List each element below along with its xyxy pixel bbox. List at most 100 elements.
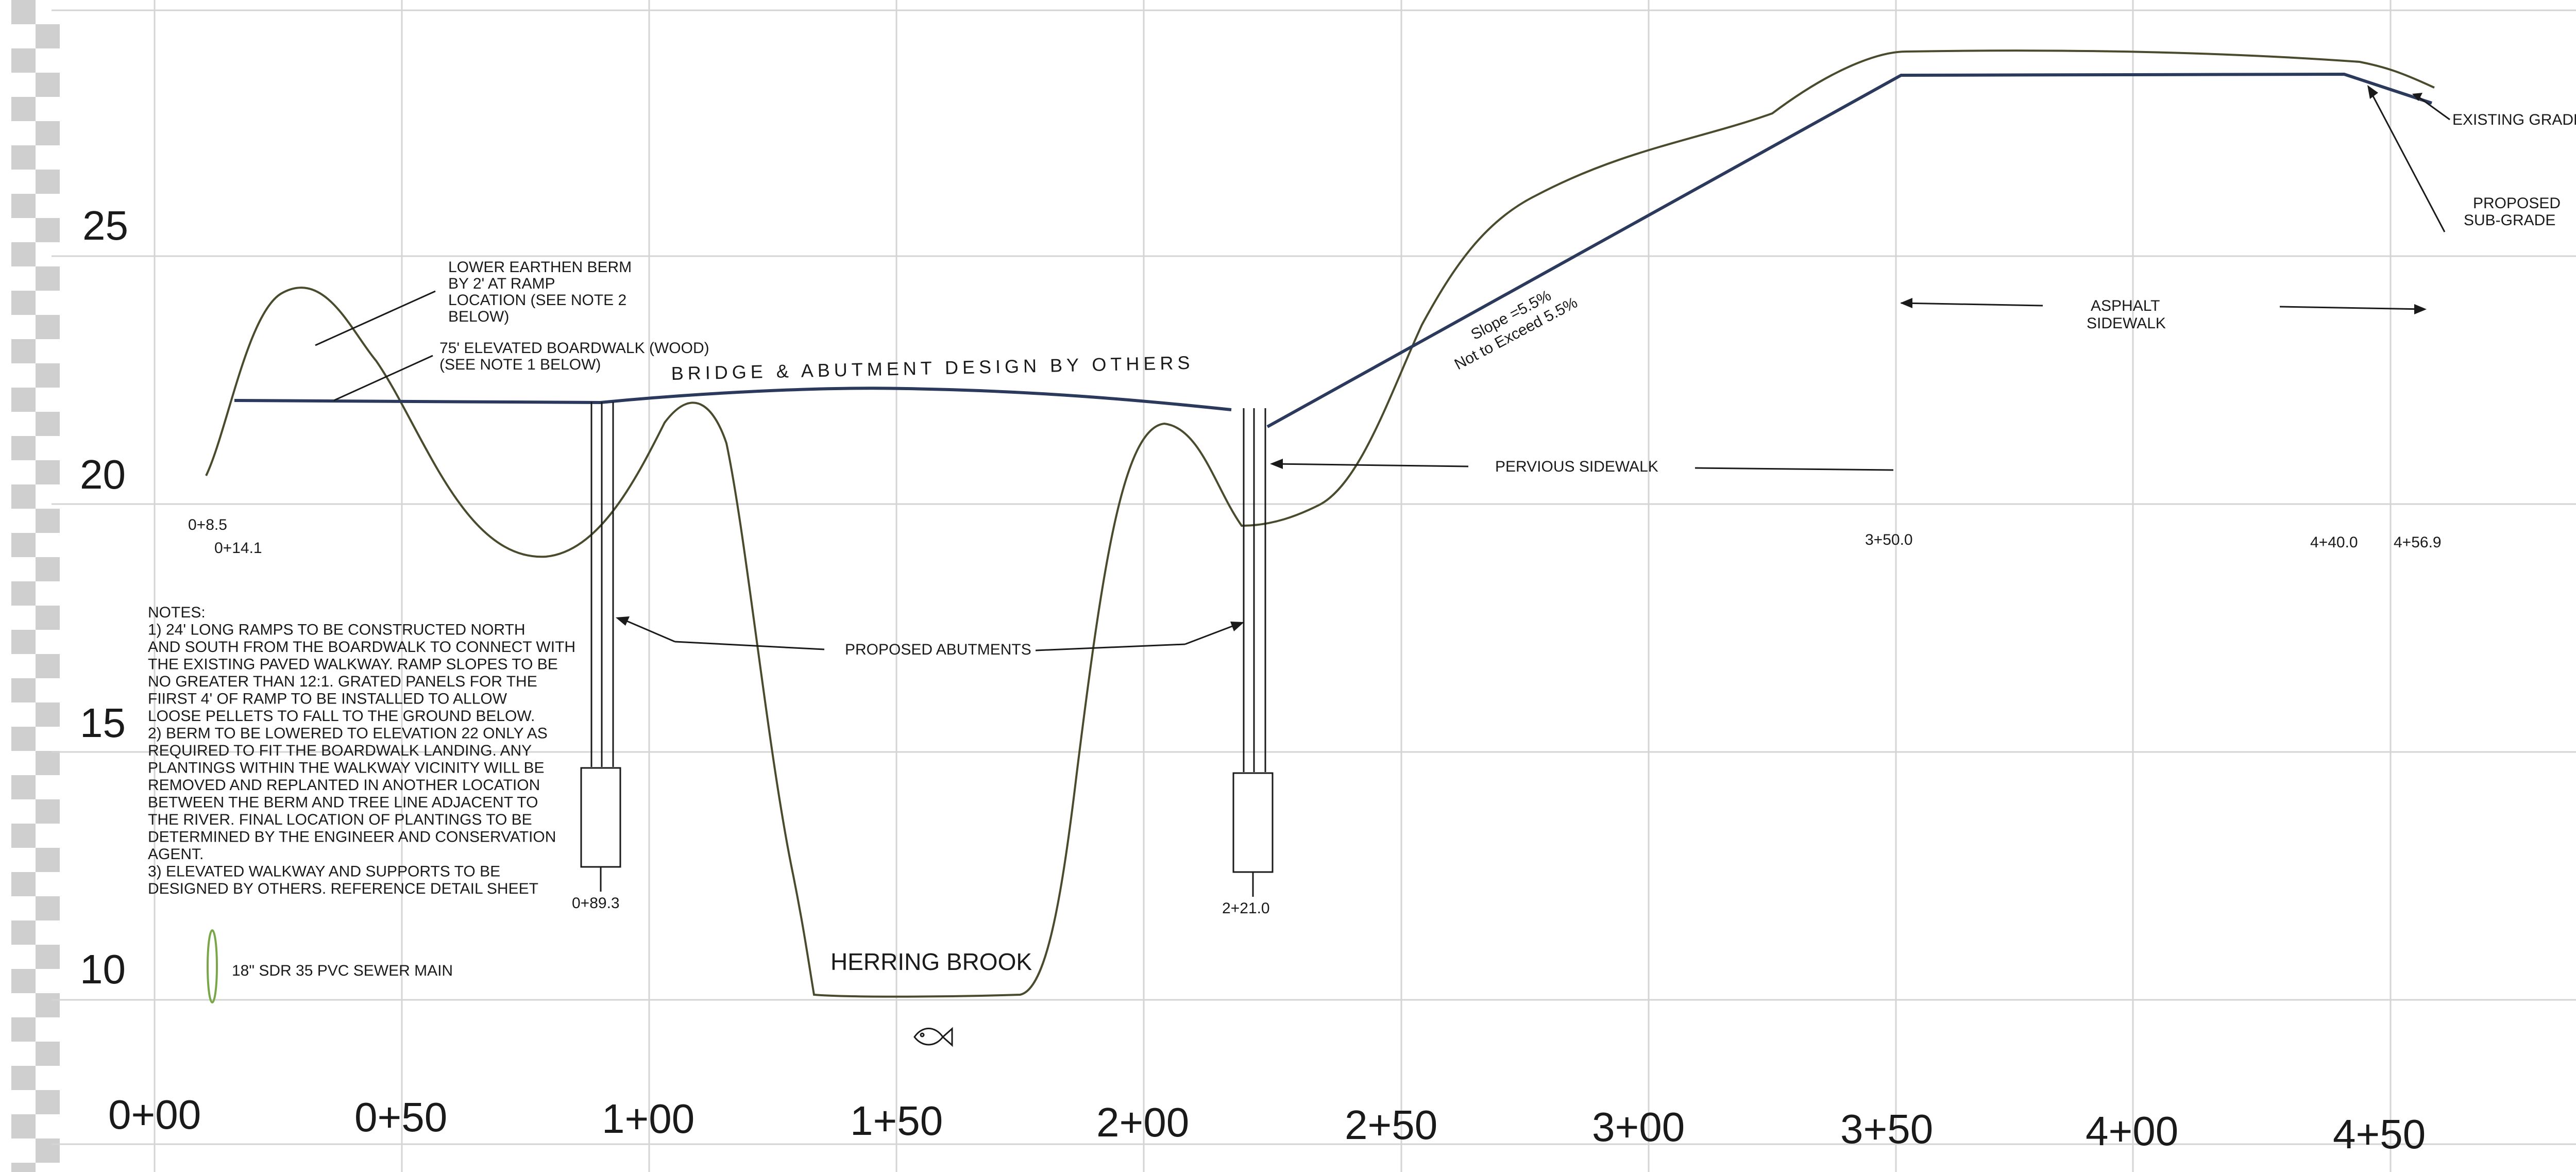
note-line: REQUIRED TO FIT THE BOARDWALK LANDING. A… [148,742,532,759]
note-line: NOTES: [148,604,206,621]
callout-existing-grade: EXISTING GRADE [2452,111,2576,128]
note-line: FIIRST 4' OF RAMP TO BE INSTALLED TO ALL… [148,691,507,708]
checker-square [36,1042,60,1066]
station-label-2-50: 2+50 [1345,1102,1437,1148]
station-label-1-00: 1+00 [602,1096,694,1142]
note-line: LOOSE PELLETS TO FALL TO THE GROUND BELO… [148,708,535,725]
checker-square [11,242,36,266]
checker-square [36,848,60,872]
checker-square [36,121,60,145]
note-line: REMOVED AND REPLANTED IN ANOTHER LOCATIO… [148,777,540,794]
scan-edge-strip [11,0,60,1172]
checker-square [11,1163,36,1172]
checker-square [11,484,36,509]
existing-grade-line [205,49,2435,998]
checker-square [11,775,36,799]
note-line: THE EXISTING PAVED WALKWAY. RAMP SLOPES … [148,656,558,673]
station-label-3-50: 3+50 [1840,1106,1933,1152]
callout-subgrade-line-1: PROPOSED [2473,195,2561,212]
checker-square [11,388,36,412]
checker-square [36,218,60,242]
checker-square [11,97,36,121]
checker-square [11,0,36,24]
fish-icon [913,1027,953,1047]
leader-lines [315,90,2450,651]
elevation-label-20: 20 [80,451,126,497]
note-line: DESIGNED BY OTHERS. REFERENCE DETAIL SHE… [148,880,538,897]
legend-sewer-main-label: 18" SDR 35 PVC SEWER MAIN [232,962,453,979]
note-line: 1) 24' LONG RAMPS TO BE CONSTRUCTED NORT… [148,622,526,639]
station-label-0-50: 0+50 [354,1094,447,1140]
checker-square [36,896,60,920]
station-callout-0-8-5: 0+8.5 [188,516,227,533]
checker-square [36,24,60,48]
station-label-3-00: 3+00 [1592,1104,1685,1150]
arrowheads [616,85,2427,631]
callout-asphalt-line-2: SIDEWALK [2087,315,2166,332]
checker-square [11,1066,36,1090]
grid-lines [52,0,2576,1172]
checker-square [36,606,60,630]
checker-square [11,920,36,945]
callout-berm-line-2: BY 2' AT RAMP [448,275,555,292]
checker-square [36,363,60,388]
checker-square [11,630,36,654]
station-callout-0-89-3: 0+89.3 [572,895,620,912]
callout-berm-line-4: BELOW) [448,308,509,325]
checker-square [11,1017,36,1042]
checker-square [36,654,60,678]
station-callout-0-14-1: 0+14.1 [214,540,262,557]
herring-brook-label: HERRING BROOK [831,948,1032,975]
checker-square [36,993,60,1017]
checker-square [36,945,60,969]
abutment-left [580,402,621,892]
note-line: AND SOUTH FROM THE BOARDWALK TO CONNECT … [148,639,575,656]
callout-proposed-abutments: PROPOSED ABUTMENTS [845,641,1031,658]
elevation-label-15: 15 [80,700,126,746]
checker-square [11,436,36,460]
checker-square [36,460,60,484]
checker-square [36,266,60,291]
checker-square [11,824,36,848]
checker-square [11,48,36,73]
callout-asphalt-line-1: ASPHALT [2091,297,2160,314]
checker-square [11,581,36,606]
checker-square [11,339,36,363]
checker-square [36,1138,60,1163]
note-line: AGENT. [148,846,204,863]
checker-square [11,969,36,993]
station-label-4-50: 4+50 [2333,1111,2426,1157]
checker-square [36,799,60,824]
note-line: DETERMINED BY THE ENGINEER AND CONSERVAT… [148,829,556,846]
callout-pervious-sidewalk: PERVIOUS SIDEWALK [1495,458,1658,475]
station-label-2-00: 2+00 [1096,1099,1189,1145]
design-banner-text: BRIDGE & ABUTMENT DESIGN BY OTHERS [671,352,1194,384]
station-callout-3-50-0: 3+50.0 [1865,531,1913,548]
station-label-1-50: 1+50 [850,1098,943,1144]
note-line: 3) ELEVATED WALKWAY AND SUPPORTS TO BE [148,863,500,880]
checker-square [36,412,60,436]
checker-square [36,1090,60,1114]
checker-square [36,73,60,97]
proposed-profile-line [234,72,2432,428]
checker-square [11,194,36,218]
station-label-0-00: 0+00 [108,1092,201,1137]
note-line: BETWEEN THE BERM AND TREE LINE ADJACENT … [148,794,538,811]
sewer-main-symbol [207,929,218,1003]
checker-square [36,315,60,339]
elevation-label-25: 25 [82,203,128,248]
note-line: 2) BERM TO BE LOWERED TO ELEVATION 22 ON… [148,725,548,742]
note-line: THE RIVER. FINAL LOCATION OF PLANTINGS T… [148,811,532,828]
note-line: NO GREATER THAN 12:1. GRATED PANELS FOR … [148,673,537,690]
callout-boardwalk-line-1: 75' ELEVATED BOARDWALK (WOOD) [439,340,709,357]
checker-square [36,557,60,581]
notes-block: NOTES:1) 24' LONG RAMPS TO BE CONSTRUCTE… [148,604,575,897]
checker-square [36,702,60,727]
checker-square [36,751,60,775]
station-callout-4-40-0: 4+40.0 [2310,534,2358,551]
checker-square [11,533,36,557]
station-callout-4-56-9: 4+56.9 [2394,534,2442,551]
abutment-right [1232,408,1274,897]
checker-square [11,1114,36,1138]
